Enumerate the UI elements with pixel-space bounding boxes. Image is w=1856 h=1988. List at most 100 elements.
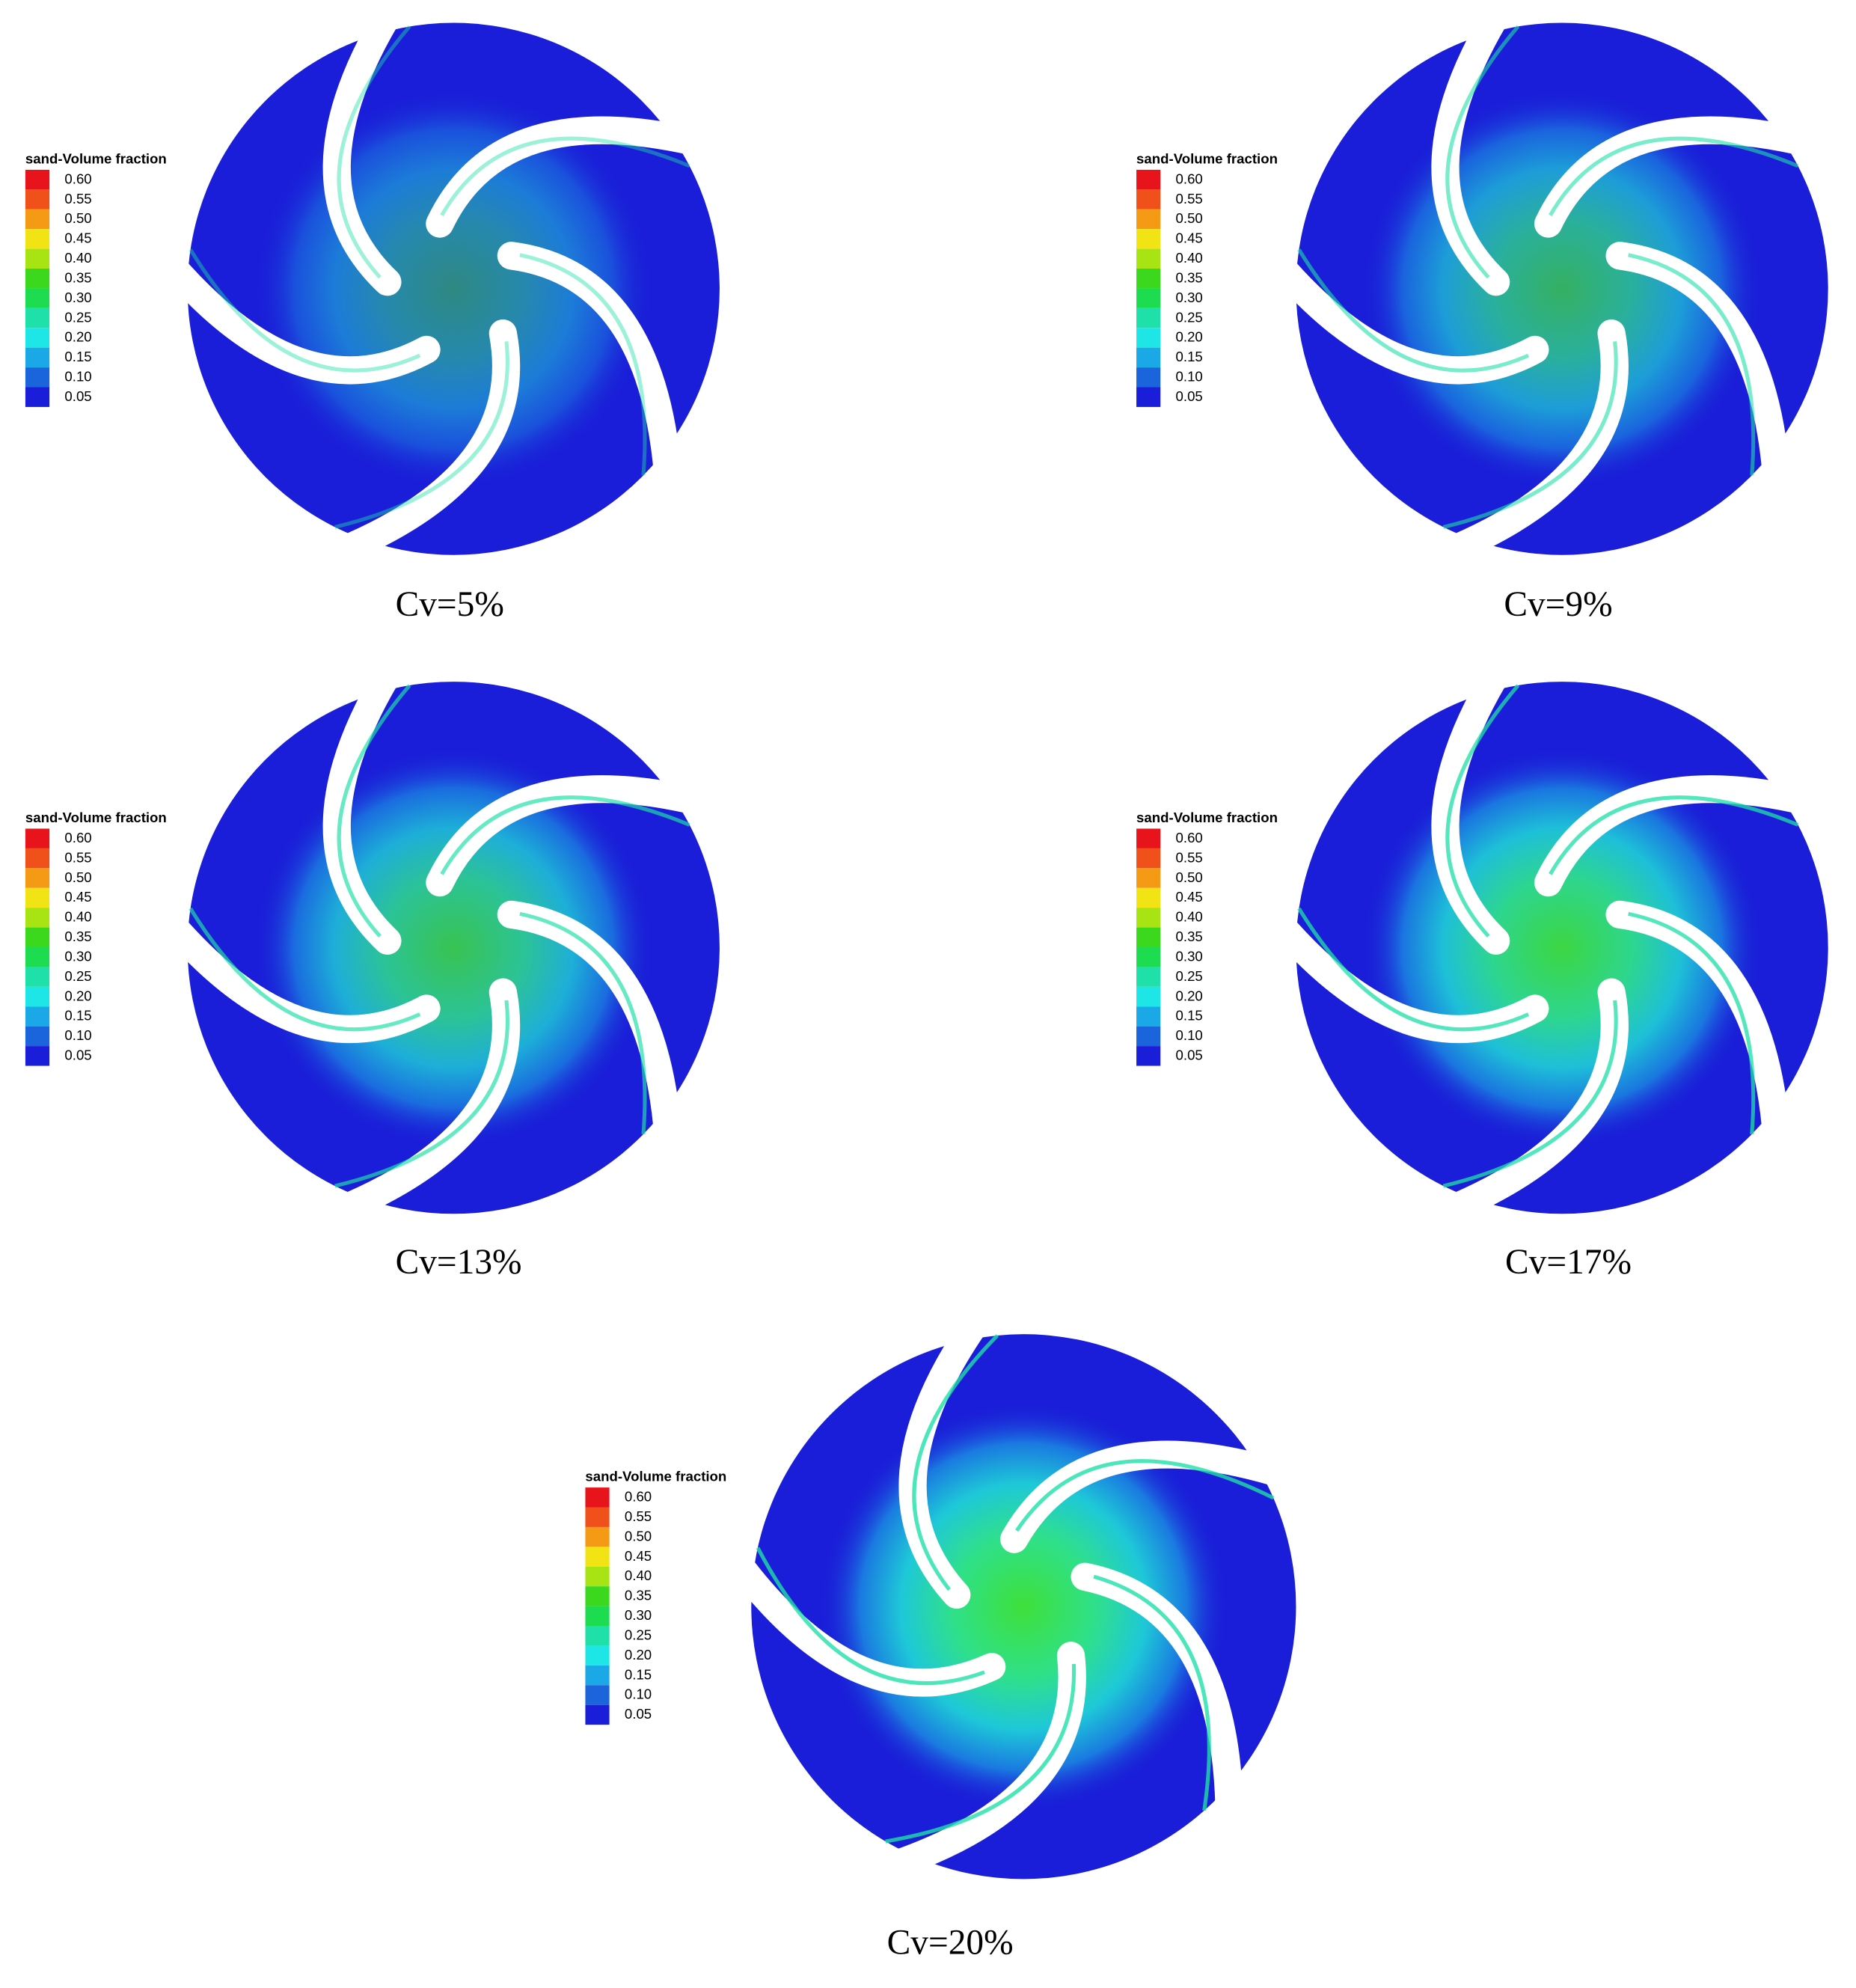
legend-label: 0.10 (625, 1686, 652, 1702)
concentration-core (254, 747, 654, 1148)
legend-swatch (25, 927, 50, 948)
legend-swatch (25, 328, 50, 348)
legend-swatch (25, 848, 50, 869)
legend-label: 0.35 (64, 929, 91, 944)
legend-label: 0.40 (1176, 909, 1203, 925)
concentration-core (1362, 747, 1762, 1148)
legend-swatch (1136, 209, 1161, 230)
legend-label: 0.50 (1176, 869, 1203, 885)
legend-label: 0.15 (625, 1666, 652, 1682)
legend-swatch (1136, 927, 1161, 948)
legend-label: 0.60 (625, 1489, 652, 1505)
legend-label: 0.10 (1176, 1027, 1203, 1043)
legend-label: 0.55 (1176, 849, 1203, 865)
legend-swatch (585, 1606, 610, 1627)
caption: Cv=13% (396, 1243, 522, 1282)
legend-swatch (1136, 248, 1161, 269)
legend-title: sand-Volume fraction (25, 810, 167, 825)
legend-label: 0.30 (625, 1607, 652, 1623)
legend-label: 0.10 (1176, 369, 1203, 385)
legend-label: 0.05 (1176, 388, 1203, 404)
legend-swatch (1136, 848, 1161, 869)
legend-label: 0.45 (625, 1548, 652, 1564)
blade-edge (519, 253, 647, 476)
legend-label: 0.45 (1176, 889, 1203, 905)
legend-label: 0.40 (64, 909, 91, 925)
legend-label: 0.55 (1176, 191, 1203, 207)
legend-label: 0.15 (1176, 349, 1203, 364)
legend-label: 0.60 (1176, 171, 1203, 186)
legend-label: 0.55 (64, 849, 91, 865)
legend-label: 0.05 (1176, 1047, 1203, 1063)
blade-edge (1442, 341, 1618, 529)
legend-swatch (1136, 328, 1161, 348)
caption: Cv=9% (1504, 585, 1612, 624)
panel: sand-Volume fraction 0.60 0.55 0.50 0.45 0.40… (25, 652, 720, 1282)
legend-swatch (25, 908, 50, 928)
blade-edge (337, 684, 411, 938)
legend-label: 0.45 (64, 230, 91, 246)
legend-label: 0.25 (1176, 309, 1203, 325)
legend-label: 0.40 (625, 1568, 652, 1583)
legend-swatch (1136, 868, 1161, 888)
legend-swatch (1136, 288, 1161, 308)
legend-label: 0.20 (1176, 988, 1203, 1003)
legend-swatch (1136, 947, 1161, 967)
impeller-blade (324, 319, 521, 566)
legend-label: 0.20 (64, 988, 91, 1003)
legend-swatch (25, 269, 50, 289)
blade-edge (1628, 911, 1756, 1135)
panel: sand-Volume fraction 0.60 0.55 0.50 0.45 0.40… (585, 1301, 1302, 1962)
legend-swatch (25, 947, 50, 967)
legend-swatch (25, 1026, 50, 1047)
legend-label: 0.60 (64, 171, 91, 186)
legend-swatch (1136, 1026, 1161, 1047)
blade-edge (519, 911, 647, 1135)
impeller-blade (497, 242, 682, 494)
legend-label: 0.60 (64, 830, 91, 845)
legend-swatch (25, 229, 50, 249)
legend-label: 0.50 (64, 210, 91, 226)
legend-swatch (585, 1685, 610, 1705)
blade-edge (440, 136, 690, 216)
legend-label: 0.30 (64, 948, 91, 964)
panel: sand-Volume fraction 0.60 0.55 0.50 0.45 0.40… (25, 0, 720, 624)
legend-label: 0.35 (625, 1588, 652, 1603)
legend-swatch (1136, 908, 1161, 928)
legend-swatch (25, 288, 50, 308)
legend-swatch (1136, 308, 1161, 328)
legend-label: 0.05 (625, 1706, 652, 1722)
legend-label: 0.45 (64, 889, 91, 905)
legend-label: 0.40 (1176, 250, 1203, 266)
panel: sand-Volume fraction 0.60 0.55 0.50 0.45 0.40… (1136, 0, 1828, 624)
legend-label: 0.55 (64, 191, 91, 207)
legend-swatch (25, 367, 50, 388)
legend-label: 0.25 (64, 309, 91, 325)
legend-label: 0.20 (1176, 329, 1203, 345)
blade-edge (1549, 136, 1799, 216)
legend-swatch (25, 308, 50, 328)
legend-swatch (25, 986, 50, 1007)
legend-swatch (1136, 1006, 1161, 1027)
legend-swatch (1136, 387, 1161, 407)
blade-edge (1628, 253, 1756, 476)
legend-swatch (1136, 169, 1161, 190)
legend-swatch (1136, 986, 1161, 1007)
legend-label: 0.25 (64, 968, 91, 984)
legend-label: 0.30 (64, 290, 91, 305)
blade-edge (912, 1334, 999, 1591)
legend-swatch (585, 1704, 610, 1725)
legend-label: 0.60 (1176, 830, 1203, 845)
blade-edge (1093, 1574, 1211, 1811)
impeller-blade (322, 0, 406, 296)
legend-swatch (25, 887, 50, 908)
legend-swatch (25, 1046, 50, 1066)
legend-swatch (1136, 347, 1161, 368)
legend-label: 0.05 (64, 388, 91, 404)
caption: Cv=17% (1505, 1243, 1632, 1282)
legend-label: 0.10 (64, 1027, 91, 1043)
concentration-core (1362, 89, 1762, 489)
blade-edge (885, 1663, 1076, 1844)
legend-label: 0.10 (64, 369, 91, 385)
legend-swatch (25, 248, 50, 269)
